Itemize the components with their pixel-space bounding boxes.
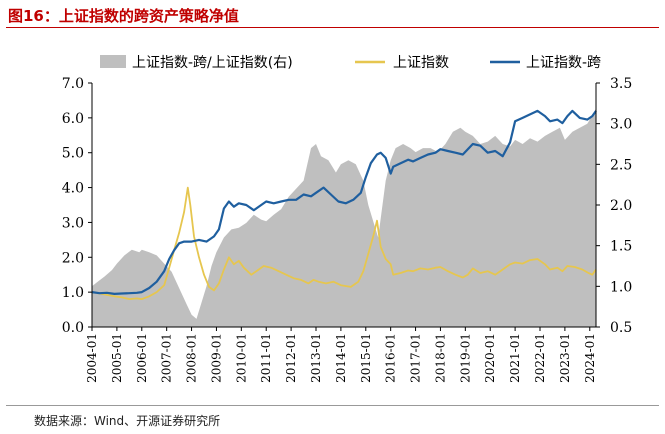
source-note: 数据来源：Wind、开源证券研究所: [34, 414, 221, 428]
plot-area: [91, 107, 597, 328]
right-tick-label: 2.5: [610, 157, 632, 173]
x-tick-label: 2014-01: [334, 333, 348, 383]
right-tick-label: 2.0: [610, 198, 632, 214]
x-tick-label: 2010-01: [234, 333, 248, 383]
series-cross-asset-line: [91, 109, 597, 295]
left-tick-label: 3.0: [62, 215, 84, 231]
left-tick-label: 0.0: [62, 320, 84, 336]
x-tick-label: 2005-01: [110, 333, 124, 383]
x-tick-label: 2013-01: [309, 333, 323, 383]
axes: 0.0 1.0 2.0 3.0 4.0 5.0 6.0 7.0 0.5 1.0 1.5 2.0 2.5 3…: [62, 76, 633, 383]
legend-label-cross: 上证指数-跨: [526, 55, 601, 71]
x-tick-label: 2024-01: [583, 333, 597, 383]
x-tick-label: 2021-01: [508, 333, 522, 383]
x-tick-label: 2016-01: [384, 333, 398, 383]
left-tick-label: 7.0: [62, 76, 84, 92]
x-tick-label: 2019-01: [458, 333, 472, 383]
legend-label-ratio: 上证指数-跨/上证指数(右): [132, 55, 293, 71]
x-tick-label: 2007-01: [160, 333, 174, 383]
series-ratio-area: [92, 107, 596, 328]
left-tick-label: 6.0: [62, 111, 84, 127]
x-tick-label: 2017-01: [409, 333, 423, 383]
left-tick-label: 2.0: [62, 250, 84, 266]
x-tick-label: 2004-01: [85, 333, 99, 383]
right-tick-label: 1.0: [610, 279, 632, 295]
x-tick-label: 2020-01: [483, 333, 497, 383]
x-tick-label: 2023-01: [558, 333, 572, 383]
left-tick-label: 5.0: [62, 146, 84, 162]
left-tick-label: 4.0: [62, 181, 84, 197]
right-tick-label: 1.5: [610, 239, 632, 255]
x-tick-label: 2012-01: [284, 333, 298, 383]
legend-swatch-ratio: [100, 55, 126, 68]
right-tick-label: 0.5: [610, 320, 632, 336]
right-tick-label: 3.0: [610, 117, 632, 133]
chart: 上证指数-跨/上证指数(右) 上证指数 上证指数-跨 0.0 1.0 2.0 3.0 4…: [62, 55, 633, 383]
figure-title: 图16：上证指数的跨资产策略净值: [8, 7, 239, 25]
right-tick-label: 3.5: [610, 76, 632, 92]
x-tick-label: 2008-01: [185, 333, 199, 383]
chart-legend: 上证指数-跨/上证指数(右) 上证指数 上证指数-跨: [100, 55, 601, 71]
x-tick-label: 2011-01: [259, 333, 273, 383]
title-divider: [6, 27, 659, 28]
legend-label-sse: 上证指数: [393, 55, 449, 71]
x-tick-label: 2018-01: [433, 333, 447, 383]
x-tick-label: 2006-01: [135, 333, 149, 383]
left-tick-label: 1.0: [62, 285, 84, 301]
source-divider: [6, 405, 659, 406]
series-sse-line: [91, 186, 597, 300]
x-tick-label: 2015-01: [359, 333, 373, 383]
x-tick-label: 2009-01: [209, 333, 223, 383]
x-tick-label: 2022-01: [533, 333, 547, 383]
